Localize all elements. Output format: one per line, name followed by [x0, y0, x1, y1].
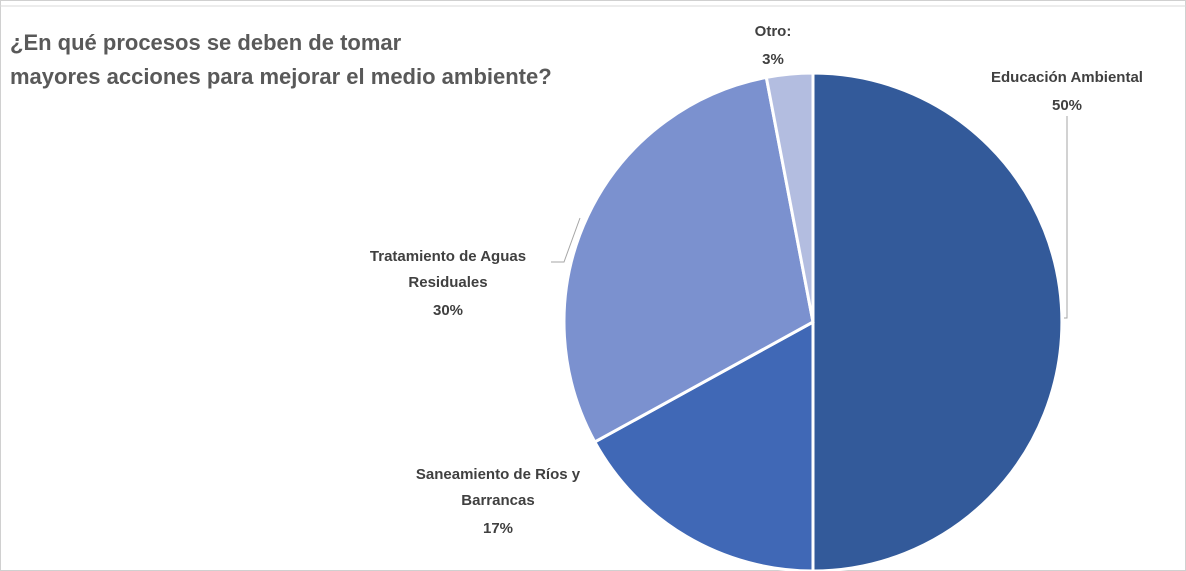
chart-title: ¿En qué procesos se deben de tomar mayore…	[10, 30, 552, 89]
text-line: Educación Ambiental	[991, 69, 1143, 86]
slice-value-label: 50%	[1052, 97, 1082, 114]
text-line: Tratamiento de Aguas	[370, 248, 526, 265]
text-line: mayores acciones para mejorar el medio a…	[10, 64, 552, 89]
text-line: Barrancas	[461, 492, 534, 509]
pie-slice	[764, 71, 815, 323]
slice-label: Educación Ambiental	[991, 69, 1143, 86]
slice-value-label: 30%	[433, 302, 463, 319]
slice-label: Otro:	[755, 23, 792, 40]
slice-value-label: 17%	[483, 520, 513, 537]
text-line: Saneamiento de Ríos y	[416, 466, 581, 483]
pie-slice	[811, 71, 1064, 571]
slice-label: Tratamiento de Aguas Residuales	[370, 248, 526, 291]
slice-value-label: 3%	[762, 51, 784, 68]
text-line: Residuales	[408, 274, 487, 291]
text-line: ¿En qué procesos se deben de tomar	[10, 30, 402, 55]
pie-slice	[562, 75, 815, 444]
pie-slice	[592, 319, 815, 571]
text-line: Otro:	[755, 23, 792, 40]
leader-line	[551, 217, 581, 263]
slice-label: Saneamiento de Ríos y Barrancas	[416, 466, 581, 509]
leader-line	[1064, 116, 1068, 319]
